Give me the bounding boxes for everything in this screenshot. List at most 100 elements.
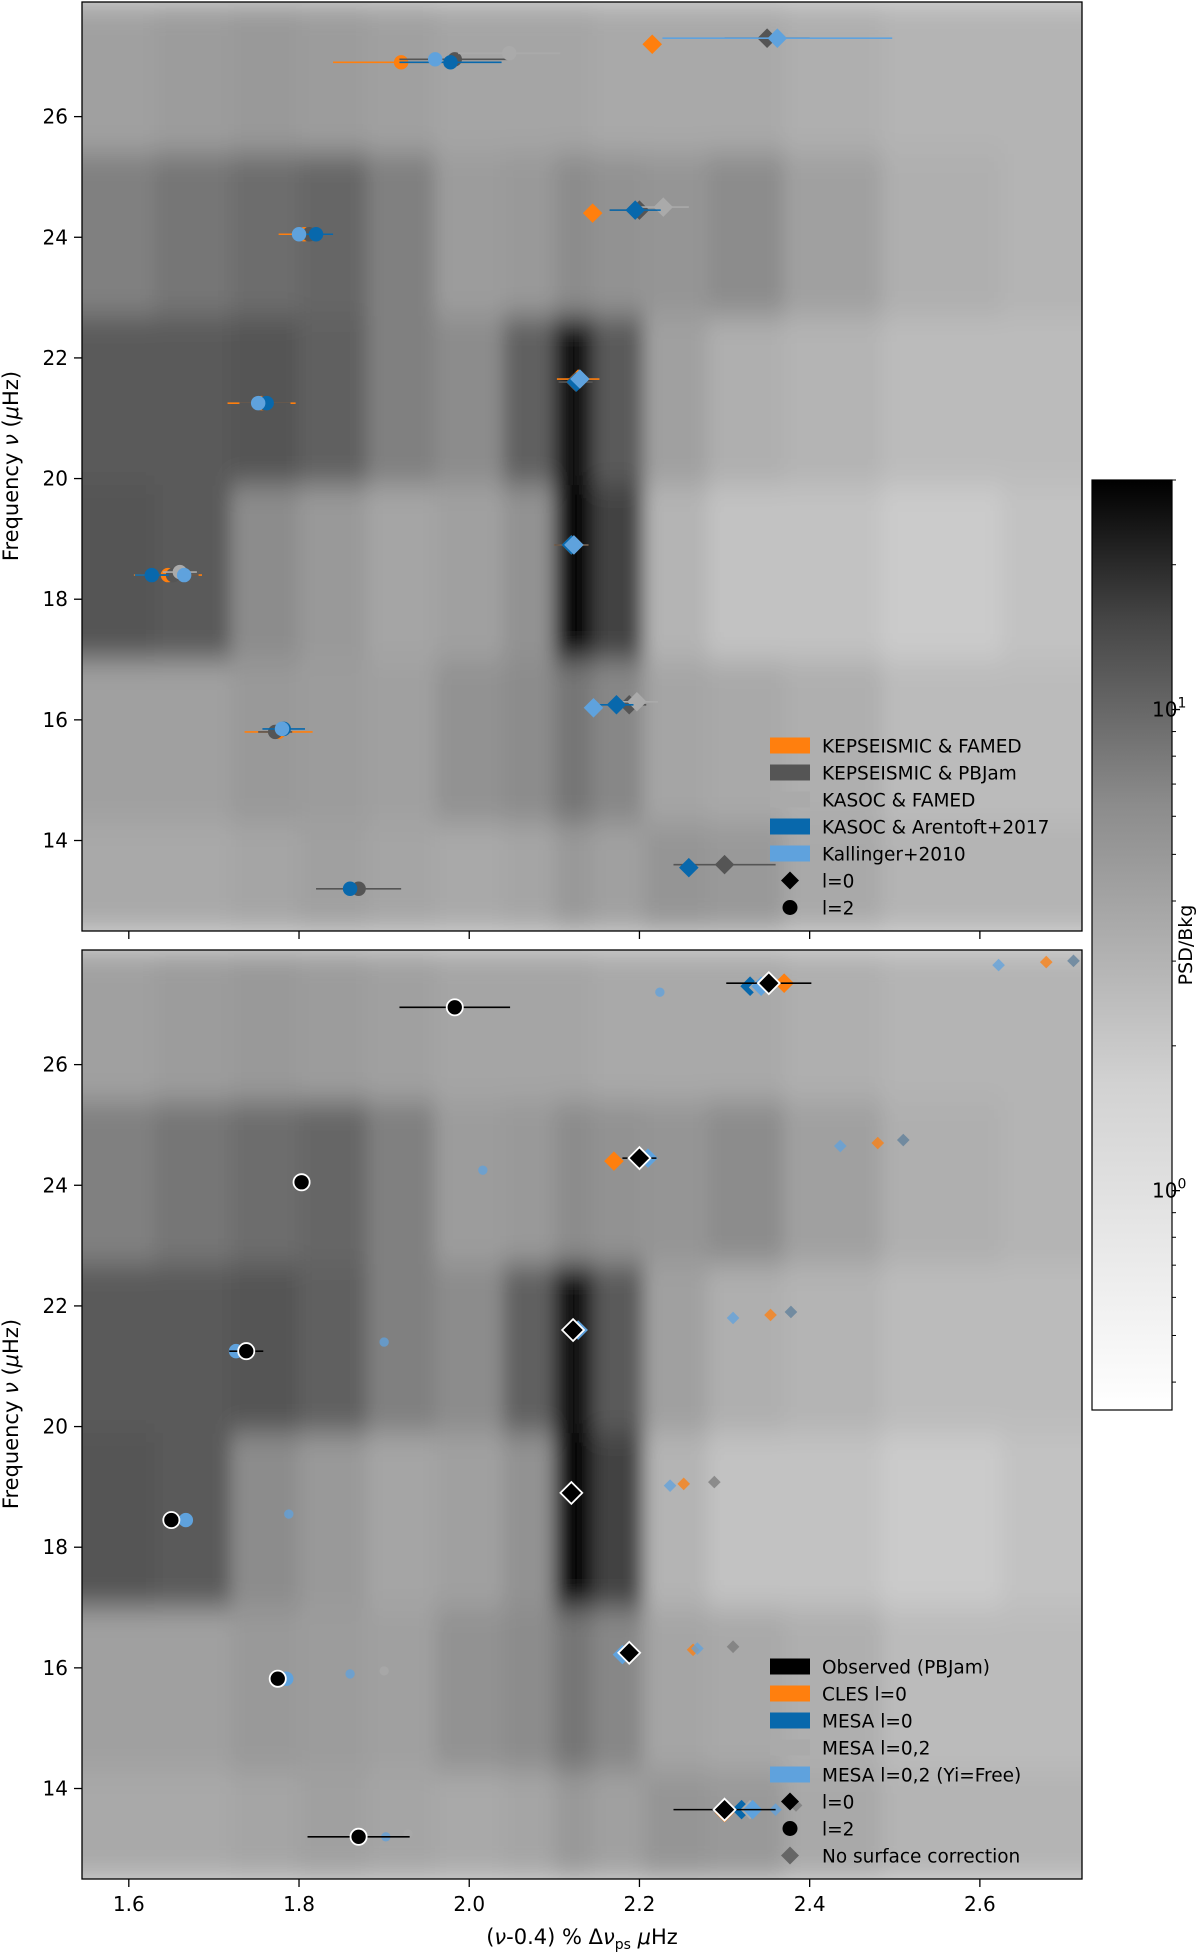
psd-cell-bottom-4-5 — [435, 1100, 504, 1265]
point-no-surface-correction-8 — [726, 1311, 740, 1325]
psd-cell-top-3-1 — [154, 315, 232, 486]
legend-label-bottom-2: MESA l=0 — [822, 1712, 913, 1733]
x-axis-label: (ν-0.4) % Δνps μHz — [486, 1925, 678, 1953]
legend-label-bottom-6: l=2 — [822, 1820, 854, 1841]
psd-cell-top-5-0 — [82, 2, 155, 154]
psd-cell-top-1-0 — [82, 659, 155, 823]
legend-label-bottom-7: No surface correction — [822, 1847, 1020, 1868]
psd-cell-bottom-5-9 — [643, 950, 709, 1102]
psd-cell-top-2-4 — [367, 484, 436, 661]
psd-cell-bottom-4-13 — [1001, 1100, 1082, 1265]
y-axis-label-bottom: Frequency ν (μHz) — [0, 1319, 23, 1509]
psd-cell-bottom-1-3 — [299, 1607, 368, 1771]
psd-cell-top-2-3 — [299, 484, 368, 661]
psd-cell-top-5-3 — [299, 2, 368, 154]
psd-cell-bottom-3-8 — [592, 1263, 645, 1434]
colorbar-label: PSD/Bkg — [1175, 905, 1197, 986]
legend-diamond-top-5 — [781, 871, 799, 890]
point-kasoc-arentoft-2017-7 — [606, 695, 627, 715]
psd-cell-top-3-5 — [435, 315, 504, 486]
psd-cell-bottom-0-10 — [707, 1770, 785, 1879]
psd-cell-bottom-1-4 — [367, 1607, 436, 1771]
psd-cell-top-4-13 — [1001, 152, 1082, 317]
y-tick-label-top: 22 — [43, 346, 68, 370]
psd-cell-bottom-2-2 — [230, 1432, 300, 1609]
psd-cell-bottom-2-12 — [882, 1432, 1002, 1609]
psd-cell-bottom-5-13 — [1001, 950, 1082, 1102]
point-no-surface-correction-7 — [478, 1165, 488, 1175]
point-observed-pbjam--0 — [756, 970, 782, 996]
point-observed-pbjam--1 — [445, 998, 464, 1017]
point-kallinger-2010-4 — [250, 395, 266, 411]
psd-cell-bottom-1-2 — [230, 1607, 300, 1771]
psd-cell-top-4-4 — [367, 152, 436, 317]
psd-cell-bottom-2-3 — [299, 1432, 368, 1609]
psd-cell-bottom-5-7 — [554, 950, 594, 1102]
psd-cell-top-3-4 — [367, 315, 436, 486]
psd-cell-bottom-5-12 — [882, 950, 1002, 1102]
psd-cell-bottom-4-10 — [707, 1100, 785, 1265]
point-kallinger-2010-6 — [176, 567, 192, 583]
psd-cell-bottom-2-13 — [1001, 1432, 1082, 1609]
psd-cell-top-0-12 — [882, 822, 1002, 931]
y-tick-label-top: 24 — [43, 225, 68, 249]
point-no-surface-correction-0 — [992, 958, 1005, 972]
psd-cell-bottom-5-11 — [784, 950, 883, 1102]
psd-cell-bottom-4-8 — [592, 1100, 645, 1265]
point-observed-pbjam--10 — [712, 1797, 737, 1822]
psd-cell-top-4-11 — [784, 152, 883, 317]
psd-cell-bottom-5-6 — [503, 950, 555, 1102]
legend-label-bottom-3: MESA l=0,2 — [822, 1739, 930, 1760]
point-kallinger-2010-0 — [427, 52, 443, 67]
legend-label-top-6: l=2 — [822, 899, 854, 920]
psd-cell-top-1-8 — [592, 659, 645, 823]
psd-cell-top-0-10 — [707, 822, 785, 931]
psd-cell-bottom-0-1 — [154, 1770, 232, 1879]
psd-cell-bottom-1-12 — [882, 1607, 1002, 1771]
bottom-panel: 14 16 18 20 22 24 26 1.6 1.8 2.0 2.2 2.4 2.6 Freque… — [0, 949, 1083, 1953]
psd-cell-top-1-7 — [554, 659, 594, 823]
psd-cell-top-5-4 — [367, 2, 436, 154]
legend-diamond-bottom-5 — [781, 1792, 799, 1811]
psd-cell-top-3-11 — [784, 315, 883, 486]
point-no-surface-correction-9 — [764, 1308, 777, 1322]
psd-cell-bottom-3-0 — [82, 1263, 155, 1434]
psd-cell-bottom-0-2 — [230, 1770, 300, 1879]
legend-swatch-bottom-3 — [770, 1739, 810, 1756]
psd-cell-top-5-12 — [882, 2, 1002, 154]
y-tick-label-top: 16 — [43, 708, 68, 732]
plot-frame-bottom — [81, 949, 1083, 1880]
psd-cell-top-0-6 — [503, 822, 555, 931]
psd-cell-top-0-2 — [230, 822, 300, 931]
legend-label-bottom-4: MESA l=0,2 (Yi=Free) — [822, 1766, 1021, 1787]
psd-cell-bottom-0-11 — [784, 1770, 883, 1879]
psd-cell-bottom-3-3 — [299, 1263, 368, 1434]
psd-cell-bottom-4-11 — [784, 1100, 883, 1265]
psd-cell-bottom-2-9 — [643, 1432, 709, 1609]
psd-cell-bottom-0-9 — [643, 1770, 709, 1879]
point-no-surface-correction-14 — [708, 1475, 721, 1489]
legend-label-bottom-1: CLES l=0 — [822, 1685, 907, 1706]
point-mesa-l-0-2-yi-free--6 — [178, 1512, 194, 1528]
point-no-surface-correction-11 — [379, 1337, 389, 1347]
point-no-surface-correction-18 — [726, 1640, 740, 1654]
y-axis-top: 14 16 18 20 22 24 26 — [43, 105, 82, 853]
psd-cell-bottom-0-12 — [882, 1770, 1002, 1879]
psd-cell-top-1-1 — [154, 659, 232, 823]
point-kasoc-arentoft-2017-9 — [679, 857, 699, 878]
legend-label-top-4: Kallinger+2010 — [822, 845, 966, 866]
psd-cell-top-1-6 — [503, 659, 555, 823]
point-no-surface-correction-6 — [896, 1133, 910, 1147]
point-no-surface-correction-12 — [663, 1479, 677, 1493]
legend-label-top-1: KEPSEISMIC & PBJam — [822, 764, 1017, 785]
x-tick-label: 2.0 — [453, 1892, 485, 1916]
psd-cell-top-4-6 — [503, 152, 555, 317]
psd-cell-top-4-8 — [592, 152, 645, 317]
legend-swatch-top-2 — [770, 791, 810, 808]
psd-cell-top-5-7 — [554, 2, 594, 154]
psd-cell-top-2-6 — [503, 484, 555, 661]
legend-swatch-bottom-2 — [770, 1712, 810, 1729]
psd-cell-top-5-2 — [230, 2, 300, 154]
y-tick-label-bottom: 26 — [43, 1053, 68, 1077]
